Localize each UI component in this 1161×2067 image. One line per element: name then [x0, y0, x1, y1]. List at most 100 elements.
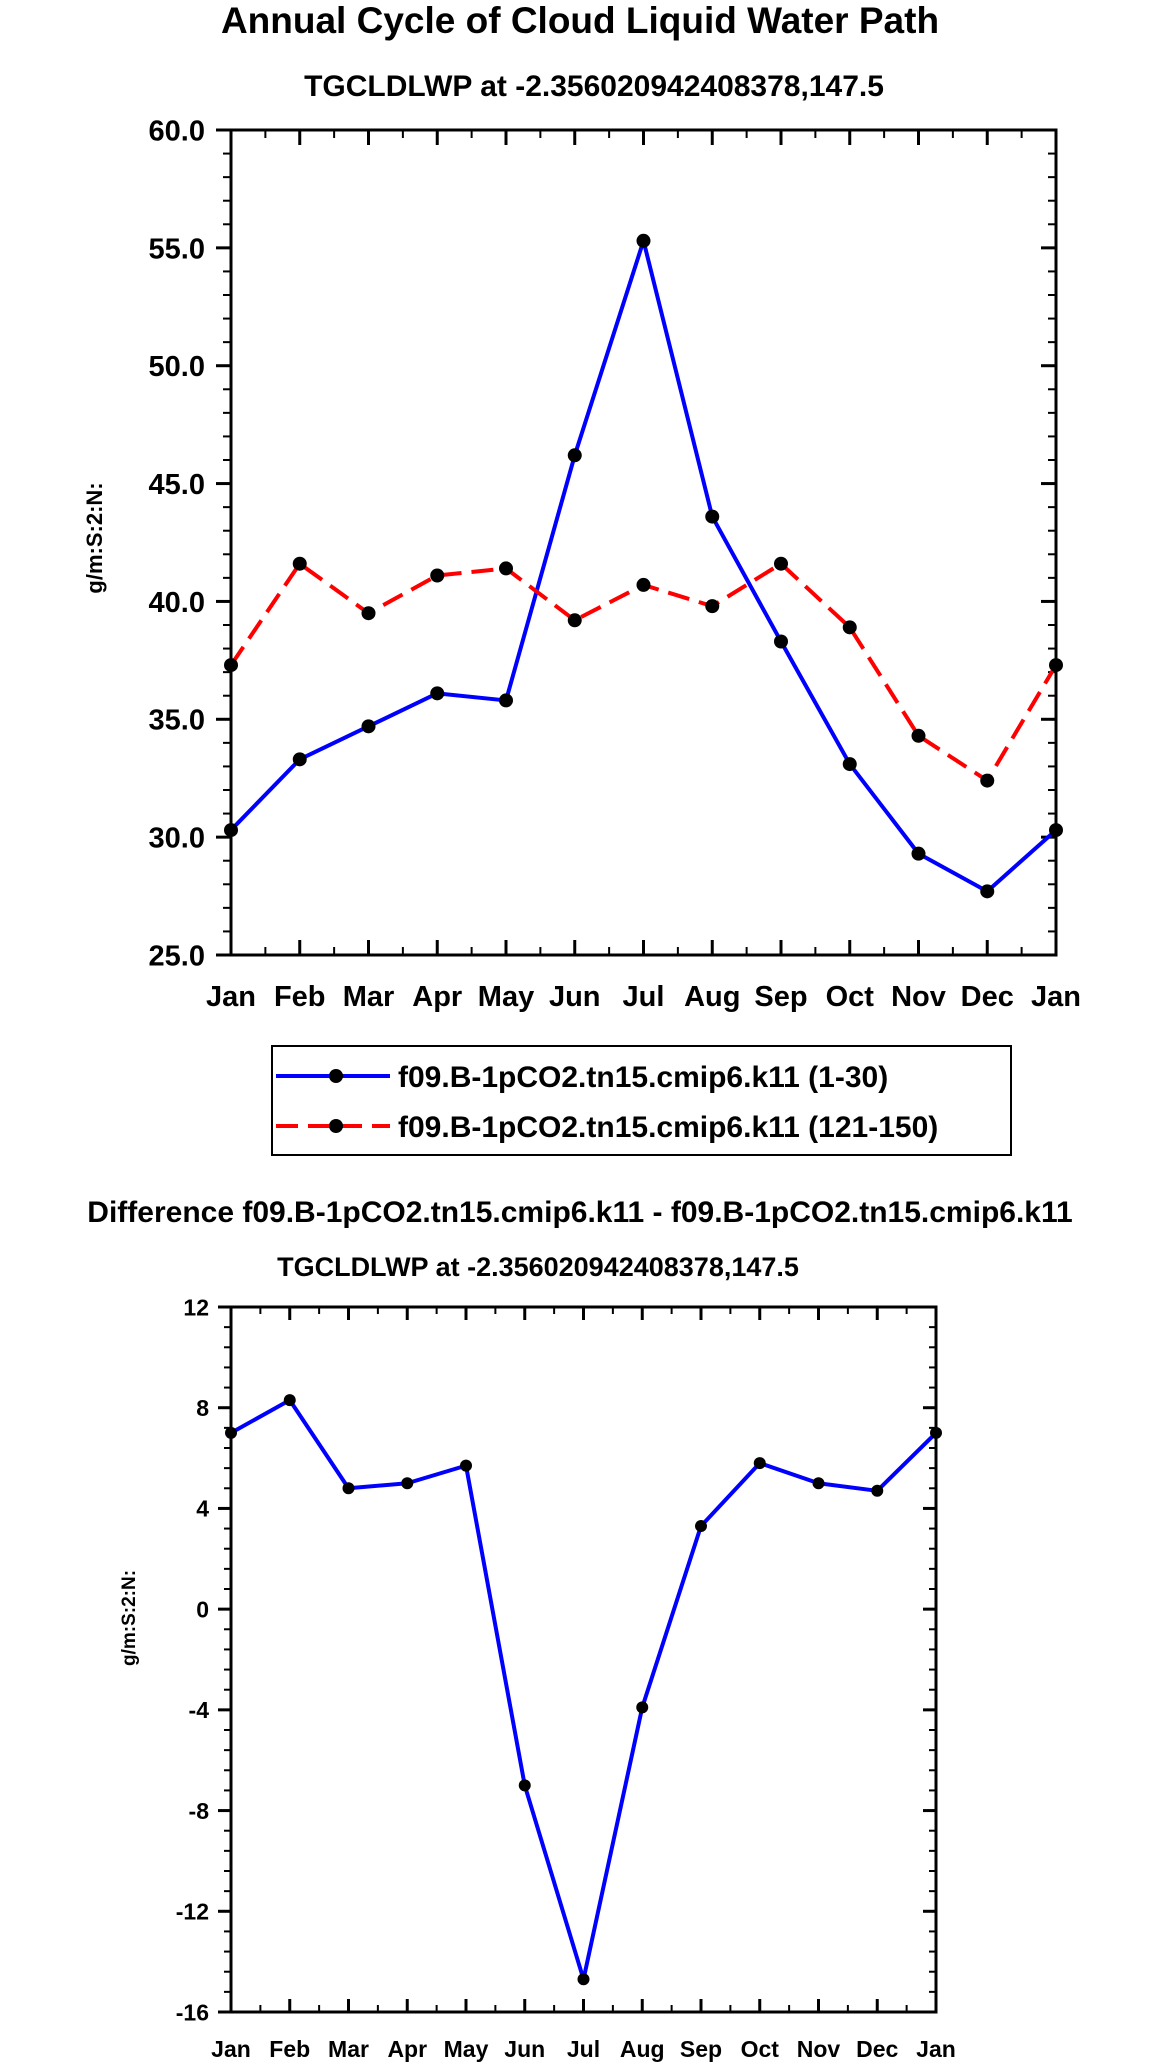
series-1-point: [636, 233, 651, 248]
series-2-point: [774, 556, 788, 571]
chart2-plot-area: [225, 1394, 942, 1986]
series-1-point: [753, 1457, 766, 1470]
series-1-point: [401, 1477, 414, 1490]
chart2-title: Difference f09.B-1pCO2.tn15.cmip6.k11 - …: [87, 1196, 1072, 1229]
plot-frame: [229, 128, 1058, 957]
series-1-point: [460, 1459, 472, 1472]
chart1-plot-area: [224, 233, 1063, 899]
x-tick-label: Apr: [387, 2036, 427, 2062]
y-tick-label: 4: [196, 1496, 209, 1522]
series-2-point: [636, 577, 651, 592]
y-tick-label: 12: [183, 1294, 209, 1320]
x-tick-label: Nov: [891, 981, 946, 1013]
y-tick-label: 50.0: [149, 351, 205, 383]
series-1-point: [871, 1484, 884, 1497]
x-tick-label: Jun: [504, 2036, 545, 2062]
plot-frame: [229, 1305, 938, 2014]
series-2-point: [361, 606, 376, 621]
x-tick-label: Jan: [206, 981, 256, 1013]
series-2-point: [567, 613, 582, 628]
series-1-point: [812, 1477, 825, 1490]
x-tick-label: Jan: [1031, 981, 1081, 1013]
x-tick-label: Jan: [916, 2036, 956, 2062]
x-tick-label: Aug: [620, 2036, 665, 2062]
legend-marker-series-2: [329, 1119, 343, 1133]
legend-label-series-1: f09.B-1pCO2.tn15.cmip6.k11 (1-30): [398, 1061, 888, 1094]
chart2-y-axis-label: g/m:S:2:N:: [119, 1570, 140, 1666]
series-2-point: [842, 620, 857, 635]
y-tick-label: 25.0: [149, 940, 205, 972]
x-tick-label: Jul: [623, 981, 665, 1013]
y-tick-label: -4: [189, 1697, 210, 1723]
chart1-axes: Jan Feb Mar Apr May Jun Jul Aug Sep Oct Nov Dec Jan2…: [149, 115, 1081, 1013]
series-2-point: [1049, 658, 1063, 673]
series-2-point: [980, 773, 995, 788]
x-tick-label: May: [444, 2036, 489, 2062]
series-1-point: [499, 693, 513, 708]
x-tick-label: Nov: [797, 2036, 841, 2062]
x-tick-label: Jul: [567, 2036, 600, 2062]
series-line-2: [229, 561, 1058, 783]
y-tick-label: 8: [196, 1395, 209, 1421]
series-2-point: [499, 561, 513, 576]
chart1-subtitle: TGCLDLWP at -2.356020942408378,147.5: [304, 70, 884, 103]
series-1-point: [930, 1426, 942, 1439]
x-tick-label: Mar: [343, 981, 395, 1013]
series-2-point: [292, 556, 307, 571]
chart1-y-axis-label: g/m:S:2:N:: [82, 482, 107, 593]
y-tick-label: 40.0: [149, 587, 205, 619]
x-tick-label: Aug: [684, 981, 740, 1013]
x-tick-label: Feb: [274, 981, 326, 1013]
series-line-1: [230, 1398, 938, 1982]
series-2-point: [224, 658, 238, 673]
x-tick-label: Dec: [961, 981, 1014, 1013]
series-1-point: [430, 686, 445, 701]
series-1-point: [1049, 823, 1063, 838]
series-1-point: [980, 884, 995, 899]
series-1-point: [224, 823, 238, 838]
x-tick-label: Jan: [211, 2036, 251, 2062]
chart1-legend: f09.B-1pCO2.tn15.cmip6.k11 (1-30) f09.B-…: [271, 1045, 1012, 1156]
chart2-axes: Jan Feb Mar Apr May Jun Jul Aug Sep Oct Nov Dec Jan-…: [176, 1294, 956, 2062]
series-1-point: [577, 1973, 590, 1986]
y-tick-label: 35.0: [149, 705, 205, 737]
series-1-point: [636, 1701, 649, 1714]
x-tick-label: Feb: [269, 2036, 310, 2062]
x-tick-label: Apr: [412, 981, 462, 1013]
y-tick-label: 30.0: [149, 823, 205, 855]
series-1-point: [567, 448, 582, 463]
series-1-point: [911, 846, 926, 861]
series-1-point: [292, 752, 307, 767]
y-tick-label: -12: [176, 1899, 209, 1925]
series-2-point: [911, 728, 926, 743]
x-tick-label: Sep: [680, 2036, 722, 2062]
legend-marker-series-1: [329, 1069, 343, 1083]
series-2-point: [705, 599, 720, 614]
series-1-point: [695, 1520, 707, 1533]
series-2-point: [430, 568, 445, 583]
series-1-point: [342, 1482, 355, 1495]
x-tick-label: Dec: [856, 2036, 898, 2062]
x-tick-label: Oct: [741, 2036, 780, 2062]
y-tick-label: -8: [189, 1798, 210, 1824]
x-tick-label: Mar: [328, 2036, 369, 2062]
chart2-subtitle: TGCLDLWP at -2.356020942408378,147.5: [277, 1252, 799, 1282]
x-tick-label: Sep: [754, 981, 807, 1013]
legend-label-series-2: f09.B-1pCO2.tn15.cmip6.k11 (121-150): [398, 1111, 938, 1144]
y-tick-label: 60.0: [149, 115, 205, 147]
series-1-point: [705, 509, 720, 524]
x-tick-label: Oct: [826, 981, 875, 1013]
series-1-point: [361, 719, 376, 734]
legend-box: [271, 1045, 1012, 1156]
x-tick-label: Jun: [549, 981, 601, 1013]
series-line-1: [229, 238, 1058, 894]
y-tick-label: 55.0: [149, 233, 205, 265]
y-tick-label: 0: [196, 1596, 209, 1622]
y-tick-label: 45.0: [149, 469, 205, 501]
chart1-title: Annual Cycle of Cloud Liquid Water Path: [221, 0, 939, 41]
y-tick-label: -16: [176, 1999, 209, 2025]
series-1-point: [518, 1779, 531, 1792]
series-1-point: [774, 634, 788, 649]
x-tick-label: May: [478, 981, 534, 1013]
